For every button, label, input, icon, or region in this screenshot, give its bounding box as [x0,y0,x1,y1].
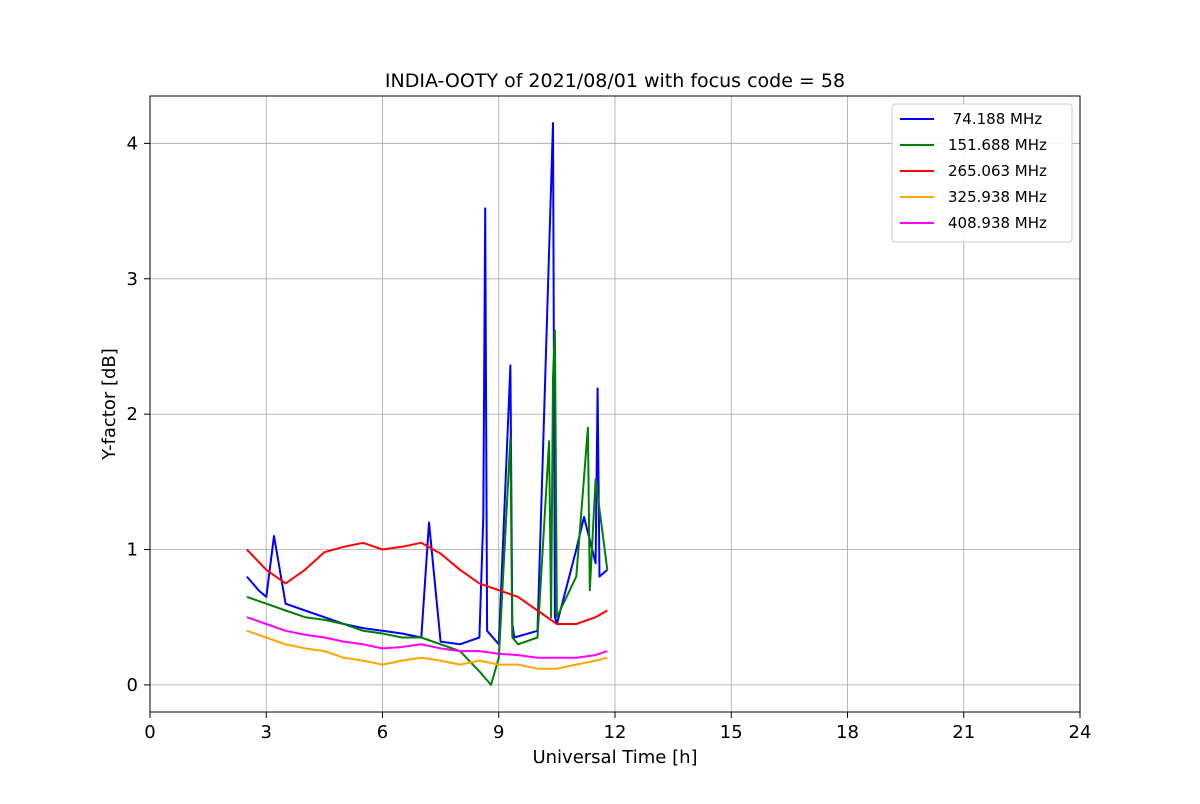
chart-title: INDIA-OOTY of 2021/08/01 with focus code… [385,70,845,92]
legend: 74.188 MHz 151.688 MHz 265.063 MHz 325.938 … [891,103,1073,243]
x-tick-label: 18 [836,722,859,743]
legend-entry-label: 265.063 MHz [948,162,1047,180]
x-tick-label: 24 [1069,722,1092,743]
series-line-5 [246,616,608,659]
series-line-4 [246,629,608,670]
y-tick-label: 2 [127,404,138,425]
series-layer [246,122,609,686]
x-tick-label: 3 [261,722,272,743]
x-tick-label: 6 [377,722,388,743]
x-tick-label: 15 [720,722,743,743]
legend-box [891,103,1073,243]
y-tick-label: 0 [127,675,138,696]
y-tick-label: 1 [127,540,138,561]
legend-entry-label: 74.188 MHz [948,110,1042,128]
legend-entry-label: 408.938 MHz [948,214,1047,232]
y-axis-label: Y-factor [dB] [99,348,120,461]
legend-entry-label: 151.688 MHz [948,136,1047,154]
legend-entry-label: 325.938 MHz [948,188,1047,206]
series-line-3 [246,541,608,625]
x-tick-label: 12 [604,722,627,743]
x-axis-label: Universal Time [h] [532,747,697,768]
series-line-1 [246,122,608,646]
y-tick-label: 4 [127,133,138,154]
x-tick-label: 0 [144,722,155,743]
series-line-2 [246,329,609,686]
y-tick-label: 3 [127,269,138,290]
x-tick-label: 9 [493,722,504,743]
x-tick-label: 21 [952,722,975,743]
